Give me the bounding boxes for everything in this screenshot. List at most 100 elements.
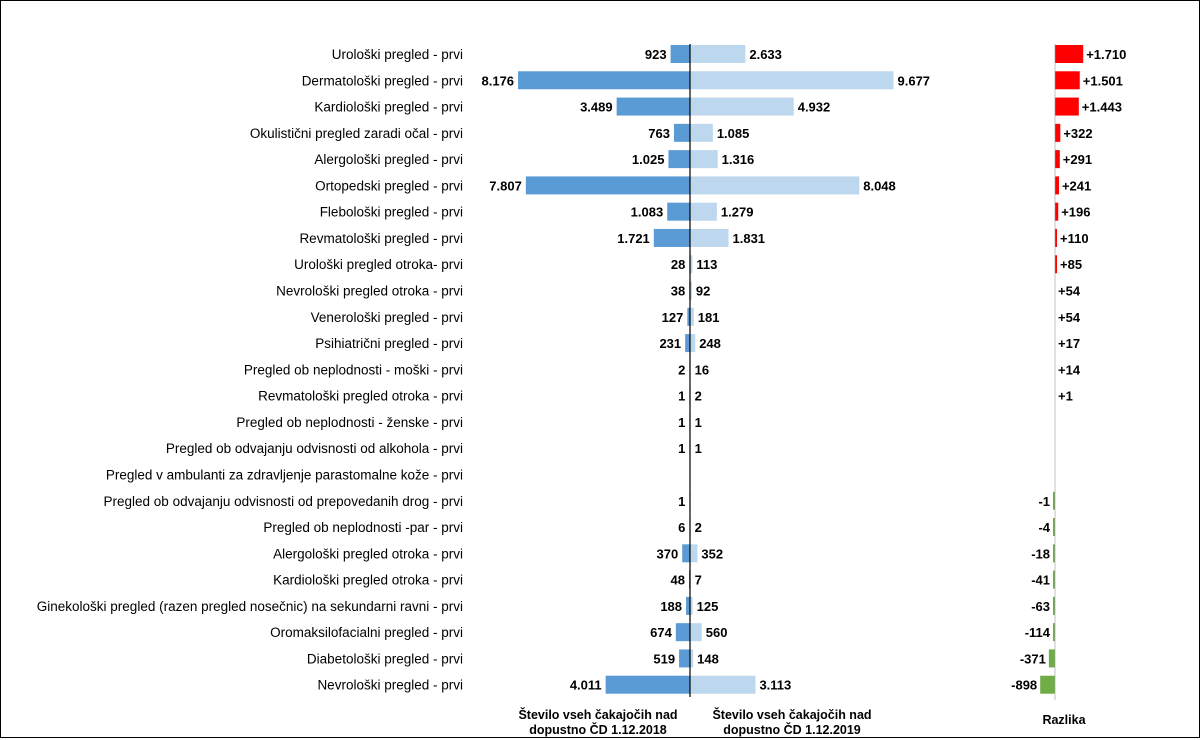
value-label-2018: 1 bbox=[678, 441, 685, 456]
value-label-2018: 1.083 bbox=[631, 205, 664, 220]
category-label: Alergološki pregled otroka - prvi bbox=[273, 546, 463, 561]
bar-2019 bbox=[690, 596, 693, 615]
diff-label: +1 bbox=[1058, 389, 1073, 404]
value-label-2018: 7.807 bbox=[489, 178, 522, 193]
diff-bar bbox=[1053, 596, 1055, 615]
value-label-2019: 7 bbox=[695, 573, 702, 588]
diff-label: +291 bbox=[1063, 152, 1092, 167]
bar-2018 bbox=[670, 45, 690, 63]
bar-2018 bbox=[687, 307, 690, 326]
category-label: Psihiatrični pregled - prvi bbox=[315, 336, 463, 351]
value-label-2019: 2 bbox=[695, 520, 702, 535]
bar-2018 bbox=[675, 623, 690, 642]
diff-bar bbox=[1055, 45, 1084, 63]
category-label: Nevrološki pregled - prvi bbox=[317, 678, 463, 693]
bar-2018 bbox=[525, 176, 690, 195]
bar-2019 bbox=[690, 623, 702, 642]
category-label: Flebološki pregled - prvi bbox=[320, 205, 463, 220]
category-label: Nevrološki pregled otroka - prvi bbox=[276, 284, 463, 299]
diff-bar bbox=[1053, 544, 1055, 563]
bar-2019 bbox=[690, 334, 696, 353]
category-label: Urološki pregled otroka- prvi bbox=[294, 257, 463, 272]
bar-2019 bbox=[690, 123, 713, 142]
value-label-2019: 8.048 bbox=[863, 178, 896, 193]
value-label-2018: 8.176 bbox=[482, 73, 515, 88]
category-label: Urološki pregled - prvi bbox=[332, 47, 463, 62]
value-label-2018: 763 bbox=[648, 126, 670, 141]
diff-label: +241 bbox=[1062, 178, 1091, 193]
diff-label: +14 bbox=[1058, 362, 1081, 377]
category-label: Revmatološki pregled otroka - prvi bbox=[258, 389, 463, 404]
diff-bar bbox=[1053, 570, 1055, 589]
category-label: Kardiološki pregled - prvi bbox=[314, 100, 463, 115]
bar-2018 bbox=[679, 649, 690, 668]
diff-bar bbox=[1055, 97, 1079, 116]
bar-2019 bbox=[690, 228, 729, 247]
bar-2018 bbox=[668, 150, 690, 169]
bar-2018 bbox=[685, 334, 690, 353]
value-label-2019: 181 bbox=[698, 310, 720, 325]
value-label-2019: 1.831 bbox=[733, 231, 766, 246]
value-label-2018: 3.489 bbox=[580, 100, 613, 115]
value-label-2018: 231 bbox=[659, 336, 681, 351]
diff-label: +322 bbox=[1063, 126, 1092, 141]
diff-label: +54 bbox=[1058, 310, 1081, 325]
bar-2018 bbox=[653, 228, 690, 247]
bar-2018 bbox=[616, 97, 690, 116]
value-label-2019: 4.932 bbox=[798, 100, 831, 115]
bar-2019 bbox=[690, 281, 692, 300]
value-label-2018: 674 bbox=[650, 625, 672, 640]
diff-label: -371 bbox=[1020, 651, 1046, 666]
value-label-2019: 16 bbox=[695, 362, 709, 377]
bar-2019 bbox=[690, 649, 694, 668]
value-label-2018: 1 bbox=[678, 494, 685, 509]
value-label-2018: 1.721 bbox=[617, 231, 650, 246]
diff-bar bbox=[1055, 228, 1057, 247]
diff-bar bbox=[1055, 255, 1057, 274]
bar-2019 bbox=[690, 150, 718, 169]
bar-2018 bbox=[673, 123, 690, 142]
value-label-2019: 1 bbox=[695, 441, 702, 456]
value-label-2019: 3.113 bbox=[759, 678, 791, 693]
value-label-2019: 148 bbox=[697, 651, 719, 666]
axis-label-2019: Število vseh čakajočih nad bbox=[712, 707, 871, 722]
value-label-2018: 188 bbox=[660, 599, 682, 614]
category-label: Pregled ob neplodnosti - ženske - prvi bbox=[236, 415, 463, 430]
diff-bar bbox=[1055, 176, 1059, 195]
axis-label-2019: dopustno ČD 1.12.2019 bbox=[723, 722, 861, 737]
category-label: Dermatološki pregled - prvi bbox=[302, 73, 463, 88]
diff-bar bbox=[1053, 491, 1055, 510]
value-label-2019: 1 bbox=[695, 415, 702, 430]
category-label: Alergološki pregled - prvi bbox=[314, 152, 463, 167]
value-label-2019: 352 bbox=[701, 546, 723, 561]
diff-label: -4 bbox=[1038, 520, 1050, 535]
diff-bar bbox=[1053, 623, 1055, 642]
value-label-2018: 1 bbox=[678, 415, 685, 430]
category-label: Oromaksilofacialni pregled - prvi bbox=[270, 625, 463, 640]
category-label: Pregled ob odvajanju odvisnosti od alkoh… bbox=[166, 441, 463, 456]
diff-label: +17 bbox=[1058, 336, 1080, 351]
value-label-2018: 1.025 bbox=[632, 152, 665, 167]
value-label-2019: 1.279 bbox=[721, 205, 754, 220]
bar-2018 bbox=[686, 596, 690, 615]
diff-bar bbox=[1055, 71, 1080, 90]
value-label-2019: 2.633 bbox=[749, 47, 782, 62]
value-label-2018: 4.011 bbox=[570, 678, 602, 693]
bar-2018 bbox=[605, 675, 690, 694]
bar-2019 bbox=[690, 71, 894, 90]
diff-label: -114 bbox=[1025, 625, 1051, 640]
diff-bar bbox=[1048, 649, 1055, 668]
diff-bar bbox=[1040, 675, 1055, 694]
value-label-2019: 92 bbox=[696, 284, 710, 299]
value-label-2018: 1 bbox=[678, 389, 685, 404]
bar-2019 bbox=[690, 176, 860, 195]
diff-label: -41 bbox=[1031, 573, 1050, 588]
bar-2018 bbox=[667, 202, 690, 221]
bar-2019 bbox=[690, 675, 756, 694]
value-label-2018: 2 bbox=[678, 362, 685, 377]
diff-label: +1.443 bbox=[1082, 100, 1122, 115]
bar-2019 bbox=[690, 544, 698, 563]
category-label: Revmatološki pregled - prvi bbox=[299, 231, 463, 246]
diff-label: +1.501 bbox=[1083, 73, 1123, 88]
